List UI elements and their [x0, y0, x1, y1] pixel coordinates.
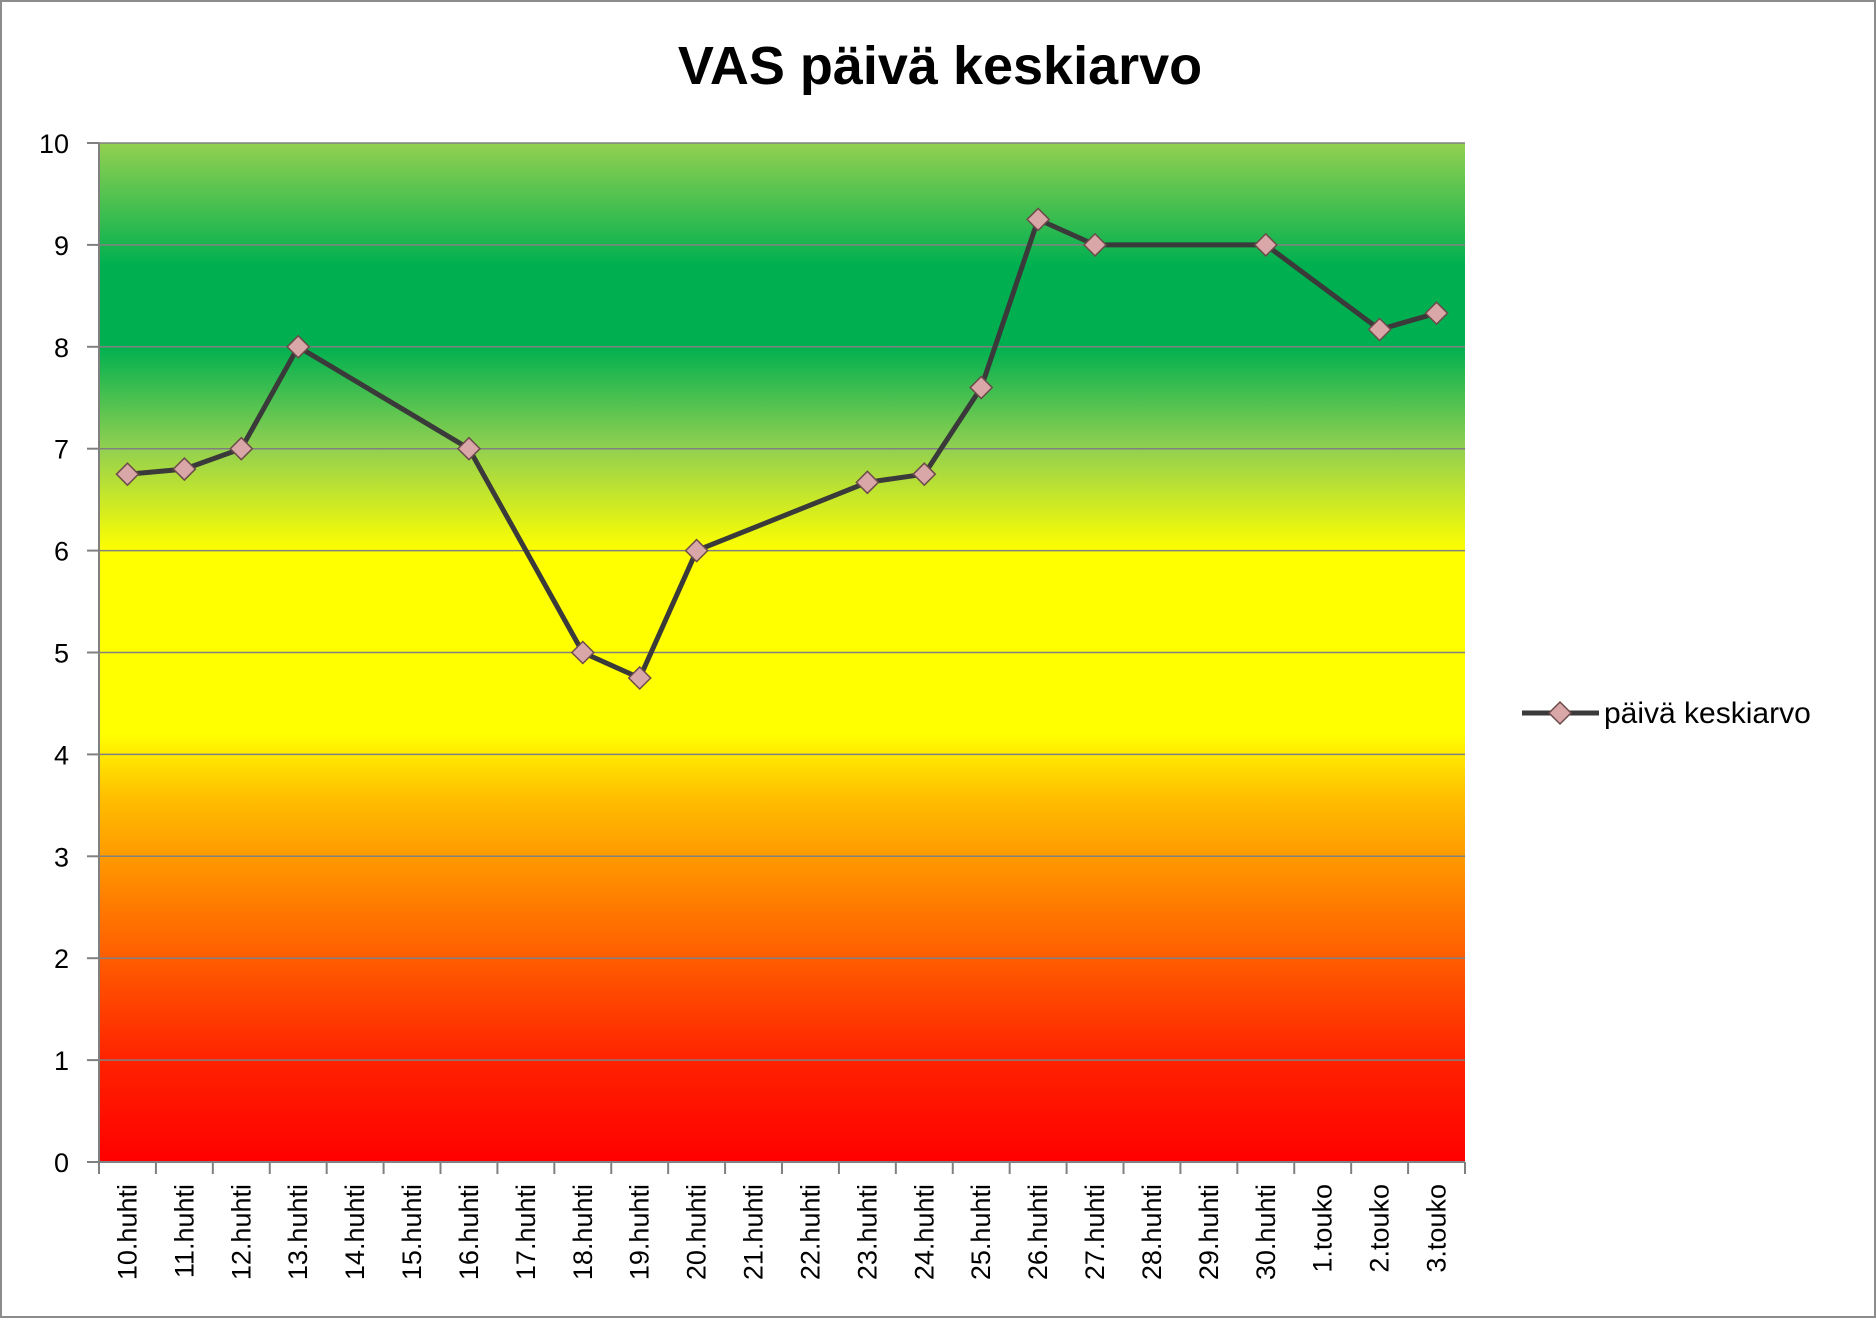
- x-tick-label: 27.huhti: [1080, 1184, 1110, 1280]
- x-tick-label: 21.huhti: [739, 1184, 769, 1280]
- data-point: [456, 436, 482, 461]
- x-tick-label: 23.huhti: [852, 1184, 882, 1280]
- x-tick-label: 14.huhti: [340, 1184, 370, 1280]
- chart-title: VAS päivä keskiarvo: [678, 36, 1202, 96]
- data-point: [912, 462, 937, 487]
- data-point: [229, 436, 254, 461]
- data-point: [627, 665, 652, 691]
- x-tick-label: 12.huhti: [226, 1184, 256, 1280]
- y-tick-label: 2: [54, 944, 69, 974]
- x-tick-label: 3.touko: [1422, 1184, 1452, 1273]
- x-tick-label: 25.huhti: [966, 1184, 996, 1280]
- y-tick-label: 1: [54, 1046, 69, 1076]
- y-tick-label: 3: [54, 842, 69, 872]
- x-tick-label: 30.huhti: [1251, 1184, 1281, 1280]
- y-tick-label: 0: [54, 1148, 69, 1178]
- legend-marker: [1547, 700, 1573, 726]
- data-point: [286, 334, 311, 359]
- x-tick-label: 18.huhti: [568, 1184, 598, 1280]
- data-point: [1424, 301, 1449, 326]
- data-point: [1082, 232, 1108, 257]
- x-tick-label: 17.huhti: [511, 1184, 541, 1280]
- x-tick-label: 26.huhti: [1023, 1184, 1053, 1280]
- x-tick-label: 22.huhti: [795, 1184, 825, 1280]
- x-tick-label: 15.huhti: [397, 1184, 427, 1280]
- y-tick-label: 8: [54, 333, 69, 363]
- legend: päivä keskiarvo: [1522, 697, 1811, 730]
- x-tick-label: 28.huhti: [1137, 1184, 1167, 1280]
- x-tick-label: 24.huhti: [909, 1184, 939, 1280]
- x-tick-label: 11.huhti: [169, 1184, 199, 1278]
- data-point: [570, 640, 595, 665]
- x-tick-label: 13.huhti: [283, 1184, 313, 1280]
- series-line: [127, 216, 1438, 681]
- y-tick-label: 4: [54, 740, 69, 770]
- data-point: [1026, 207, 1051, 232]
- x-tick-label: 20.huhti: [682, 1184, 712, 1280]
- data-point: [115, 462, 140, 487]
- legend-label: päivä keskiarvo: [1604, 697, 1811, 730]
- x-tick-label: 19.huhti: [625, 1184, 655, 1280]
- data-point: [1253, 232, 1278, 257]
- x-tick-label: 16.huhti: [454, 1184, 484, 1280]
- x-tick-label: 29.huhti: [1194, 1184, 1224, 1280]
- y-tick-label: 10: [39, 129, 69, 159]
- y-tick-label: 7: [54, 435, 69, 465]
- data-point: [855, 470, 880, 495]
- data-point: [172, 457, 197, 482]
- x-tick-label: 2.touko: [1365, 1184, 1395, 1273]
- x-tick-label: 1.touko: [1308, 1184, 1338, 1273]
- data-point: [1367, 317, 1392, 342]
- y-tick-label: 9: [54, 231, 69, 261]
- y-tick-label: 5: [54, 639, 69, 669]
- data-point: [684, 538, 709, 563]
- x-tick-label: 10.huhti: [112, 1184, 142, 1280]
- y-tick-label: 6: [54, 537, 69, 567]
- data-point: [969, 375, 994, 400]
